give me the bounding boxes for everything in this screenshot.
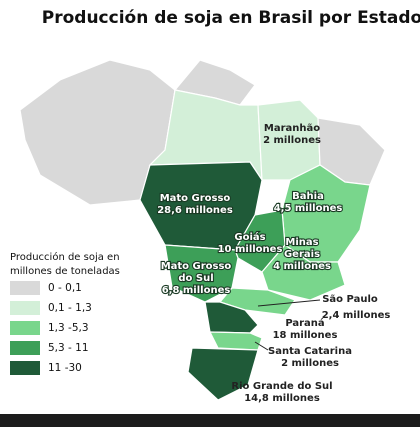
state-name: Mato Grosso	[161, 261, 232, 272]
legend-swatch	[10, 281, 40, 295]
leader-line	[257, 299, 321, 307]
state-name: São Paulo	[322, 294, 378, 305]
legend-title: millones de toneladas	[10, 266, 120, 277]
state-name: Bahia	[292, 191, 324, 202]
santa-catarina	[209, 331, 263, 351]
legend-label: 0 - 0,1	[48, 282, 82, 294]
rio-grande-do-sul	[187, 347, 259, 401]
state-value: 18 millones	[273, 330, 338, 341]
state-value: 28,6 millones	[157, 205, 233, 216]
state-value: 2 millones	[281, 358, 339, 369]
bottom-bar	[0, 414, 420, 427]
state-name: Rio Grande do Sul	[231, 381, 332, 392]
state-name: Santa Catarina	[268, 346, 352, 357]
legend-swatch	[10, 361, 40, 375]
title: Producción de soja en Brasil por Estado	[42, 8, 420, 28]
state-value: 4,5 millones	[274, 203, 343, 214]
state-value: 2,4 millones	[322, 310, 391, 321]
legend-title: Producción de soja en	[10, 251, 120, 263]
legend-swatch	[10, 321, 40, 335]
legend-label: 1,3 -5,3	[48, 322, 89, 334]
state-name: Gerais	[284, 249, 320, 260]
minas-gerais	[261, 244, 346, 301]
state-value: 2 millones	[263, 135, 321, 146]
state-name: Maranhão	[264, 123, 320, 134]
state-value: 4 millones	[273, 261, 331, 272]
state-name: Goiás	[234, 231, 265, 243]
state-name: Mato Grosso	[160, 193, 231, 204]
legend-label: 0,1 - 1,3	[48, 302, 92, 314]
legend-label: 11 -30	[48, 362, 82, 374]
state-name: Minas	[285, 237, 318, 248]
legend: Producción de soja en millones de tonelad…	[10, 251, 120, 375]
legend-label: 5,3 - 11	[48, 342, 89, 354]
state-value: 14,8 millones	[244, 393, 320, 404]
states	[19, 59, 386, 401]
state-name: Paraná	[285, 317, 324, 329]
legend-swatch	[10, 341, 40, 355]
leader-line	[254, 341, 269, 351]
legend-swatch	[10, 301, 40, 315]
state-name: do Sul	[178, 273, 213, 284]
state-value: 10 millones	[218, 244, 283, 255]
state-value: 6,8 millones	[162, 285, 231, 296]
